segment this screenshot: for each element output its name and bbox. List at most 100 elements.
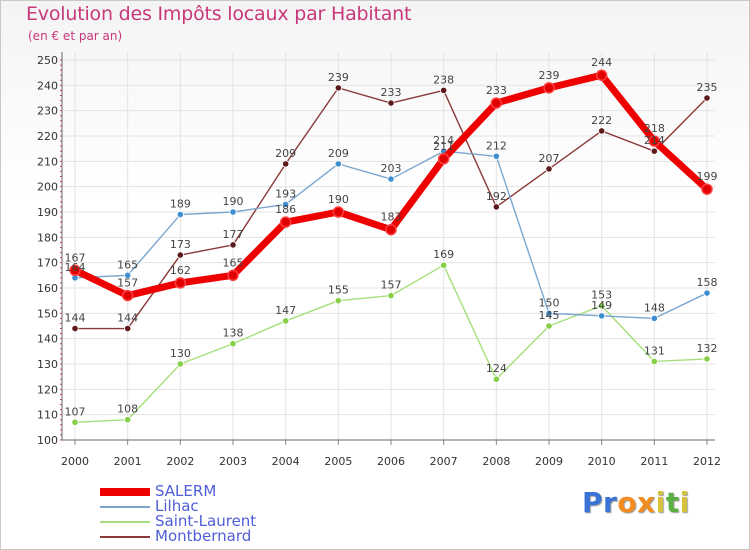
data-label-montbernard: 144 xyxy=(65,312,86,325)
legend-label: SALERM xyxy=(155,482,217,500)
data-label-lilhac: 189 xyxy=(170,198,191,211)
data-point-salerm xyxy=(121,289,134,302)
data-label-lilhac: 193 xyxy=(275,187,296,200)
x-tick-label: 2010 xyxy=(588,455,616,468)
y-tick-label: 100 xyxy=(37,434,58,447)
data-label-lilhac: 164 xyxy=(65,261,86,274)
data-point-montbernard xyxy=(703,94,711,102)
logo-letter: P xyxy=(582,486,604,519)
logo-letter: x xyxy=(637,486,656,519)
legend-item-saint-laurent: Saint-Laurent xyxy=(100,513,360,529)
legend-label: Lilhac xyxy=(155,497,199,515)
data-label-salerm: 218 xyxy=(644,122,665,135)
data-point-salerm xyxy=(595,69,608,81)
data-point-salerm xyxy=(437,153,450,165)
data-point-montbernard xyxy=(650,147,658,155)
data-point-montbernard xyxy=(176,251,184,259)
data-point-montbernard xyxy=(282,160,290,168)
data-point-montbernard xyxy=(124,324,132,333)
data-point-saint-laurent xyxy=(440,261,448,269)
data-point-lilhac xyxy=(229,208,237,216)
data-point-salerm xyxy=(174,277,187,289)
y-tick-label: 160 xyxy=(37,282,58,295)
legend-item-montbernard: Montbernard xyxy=(100,527,360,545)
logo-letter: r xyxy=(603,486,618,519)
y-tick-label: 110 xyxy=(37,409,58,422)
data-point-lilhac xyxy=(282,200,290,208)
data-label-salerm: 186 xyxy=(275,203,296,216)
chart-title: Evolution des Impôts locaux par Habitant xyxy=(26,3,412,25)
data-point-montbernard xyxy=(545,165,553,173)
axis-layer: 100 110 120 130 140 150 160 170 180 190 200 210 220 2… xyxy=(37,52,721,468)
data-label-lilhac: 212 xyxy=(486,139,507,152)
data-point-lilhac xyxy=(387,175,395,183)
x-tick-label: 2001 xyxy=(114,455,142,468)
data-point-saint-laurent xyxy=(124,416,132,424)
legend-item-lilhac: Lilhac xyxy=(100,497,360,515)
data-label-saint-laurent: 132 xyxy=(697,342,718,355)
data-label-lilhac: 158 xyxy=(697,276,718,289)
y-tick-label: 120 xyxy=(37,383,58,396)
data-label-saint-laurent: 131 xyxy=(644,344,665,357)
data-label-saint-laurent: 138 xyxy=(223,327,244,340)
data-label-saint-laurent: 130 xyxy=(170,347,191,360)
data-label-montbernard: 235 xyxy=(697,81,718,94)
data-label-lilhac: 214 xyxy=(433,134,454,147)
data-label-salerm: 183 xyxy=(381,211,402,224)
data-label-saint-laurent: 155 xyxy=(328,284,349,297)
data-label-salerm: 190 xyxy=(328,193,349,206)
data-point-lilhac xyxy=(703,289,711,297)
x-tick-label: 2011 xyxy=(640,455,668,468)
data-point-salerm xyxy=(227,269,239,282)
y-tick-label: 220 xyxy=(37,130,58,143)
logo-letter: t xyxy=(665,486,680,519)
legend-label: Montbernard xyxy=(155,527,252,545)
data-point-montbernard xyxy=(598,127,606,135)
data-label-salerm: 199 xyxy=(697,170,718,183)
legend-swatch xyxy=(100,506,150,508)
data-point-saint-laurent xyxy=(229,340,237,348)
data-point-montbernard xyxy=(387,99,395,107)
x-tick-label: 2005 xyxy=(324,455,352,468)
data-point-saint-laurent xyxy=(650,357,658,366)
data-point-saint-laurent xyxy=(492,375,500,383)
data-point-montbernard xyxy=(492,203,500,211)
data-label-lilhac: 203 xyxy=(381,162,402,175)
data-point-lilhac xyxy=(334,160,342,168)
logo-letter: o xyxy=(617,486,638,519)
data-label-montbernard: 192 xyxy=(486,190,507,203)
x-tick-label: 2002 xyxy=(166,455,194,468)
y-tick-label: 170 xyxy=(37,257,58,270)
x-tick-label: 2009 xyxy=(535,455,563,468)
data-label-montbernard: 238 xyxy=(433,73,454,86)
data-label-saint-laurent: 124 xyxy=(486,362,507,375)
data-label-montbernard: 239 xyxy=(328,71,349,84)
y-tick-label: 180 xyxy=(37,231,58,244)
data-label-salerm: 244 xyxy=(591,56,612,69)
data-point-lilhac xyxy=(124,271,132,279)
data-label-salerm: 162 xyxy=(170,264,191,277)
data-label-saint-laurent: 153 xyxy=(591,289,612,302)
data-label-saint-laurent: 147 xyxy=(275,304,296,317)
data-label-lilhac: 165 xyxy=(117,258,138,271)
data-label-salerm: 239 xyxy=(539,69,560,82)
data-label-salerm: 211 xyxy=(433,140,454,153)
grid-layer xyxy=(62,52,715,441)
data-label-montbernard: 214 xyxy=(644,134,665,147)
data-point-lilhac xyxy=(545,309,553,317)
x-tick-label: 2012 xyxy=(693,455,721,468)
data-label-montbernard: 144 xyxy=(117,312,138,325)
chart-subtitle: (en € et par an) xyxy=(28,29,123,43)
x-tick-label: 2000 xyxy=(61,455,89,468)
data-label-saint-laurent: 145 xyxy=(539,309,560,322)
data-label-lilhac: 150 xyxy=(539,296,560,309)
data-label-montbernard: 209 xyxy=(275,147,296,160)
logo-letter: i xyxy=(655,486,666,519)
data-label-saint-laurent: 108 xyxy=(117,403,138,416)
data-point-salerm xyxy=(543,82,555,94)
x-tick-label: 2007 xyxy=(430,455,458,468)
data-label-montbernard: 207 xyxy=(539,152,560,165)
data-point-lilhac xyxy=(492,152,500,160)
data-point-salerm xyxy=(332,206,345,218)
data-point-salerm xyxy=(648,135,661,147)
